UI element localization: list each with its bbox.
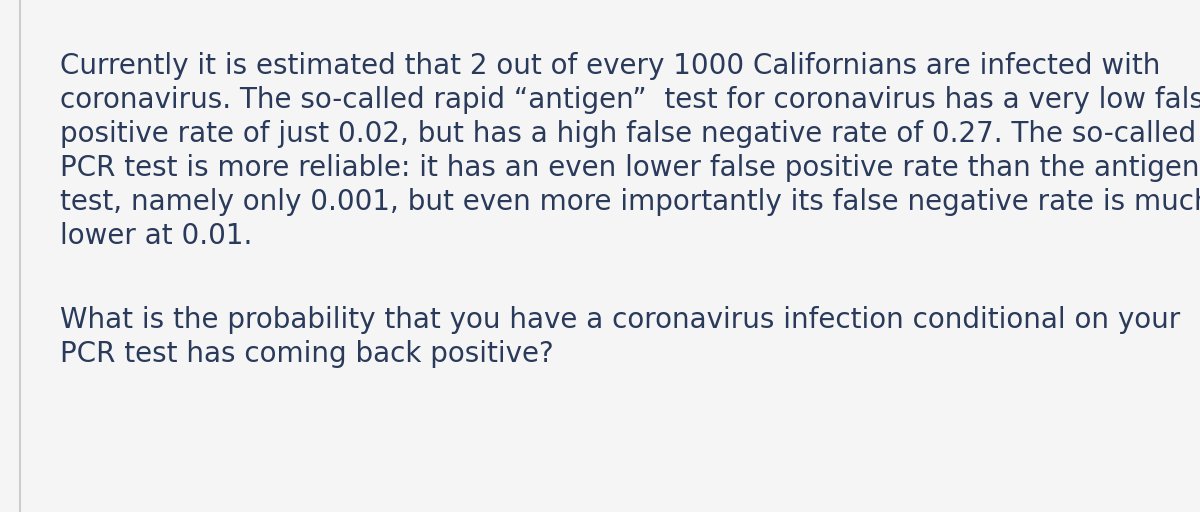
Text: PCR test has coming back positive?: PCR test has coming back positive? [60, 340, 553, 368]
Text: lower at 0.01.: lower at 0.01. [60, 222, 252, 250]
Text: PCR test is more reliable: it has an even lower false positive rate than the ant: PCR test is more reliable: it has an eve… [60, 154, 1200, 182]
Text: test, namely only 0.001, but even more importantly its false negative rate is mu: test, namely only 0.001, but even more i… [60, 188, 1200, 216]
Text: Currently it is estimated that 2 out of every 1000 Californians are infected wit: Currently it is estimated that 2 out of … [60, 52, 1160, 80]
Text: What is the probability that you have a coronavirus infection conditional on you: What is the probability that you have a … [60, 306, 1181, 334]
Text: coronavirus. The so-called rapid “antigen”  test for coronavirus has a very low : coronavirus. The so-called rapid “antige… [60, 86, 1200, 114]
Text: positive rate of just 0.02, but has a high false negative rate of 0.27. The so-c: positive rate of just 0.02, but has a hi… [60, 120, 1196, 148]
